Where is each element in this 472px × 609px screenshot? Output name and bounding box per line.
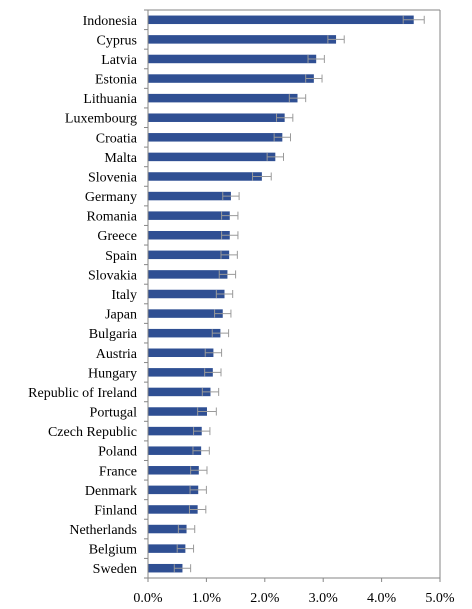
error-bar-sweden	[173, 564, 192, 573]
error-bar-bulgaria	[211, 329, 230, 338]
error-bar-indonesia	[402, 15, 425, 24]
category-label-malta: Malta	[104, 151, 137, 166]
category-label-finland: Finland	[94, 503, 137, 518]
error-bar-lithuania	[288, 94, 307, 103]
category-label-spain: Spain	[105, 249, 137, 264]
error-bar-finland	[188, 505, 207, 514]
bar-bulgaria	[148, 328, 221, 338]
error-bar-romania	[221, 211, 239, 220]
category-label-cyprus: Cyprus	[97, 33, 137, 48]
bar-estonia	[148, 74, 314, 83]
error-bar-spain	[220, 250, 238, 259]
x-tick-label: 3.0%	[309, 591, 339, 606]
error-bar-malta	[266, 152, 284, 161]
category-label-croatia: Croatia	[96, 131, 138, 146]
bar-slovenia	[148, 172, 262, 181]
bar-republic-of-ireland	[148, 387, 211, 397]
x-tick-label: 2.0%	[250, 591, 280, 606]
bar-greece	[148, 230, 230, 240]
category-label-sweden: Sweden	[93, 562, 137, 577]
error-bar-luxembourg	[275, 113, 294, 122]
error-bar-slovakia	[218, 270, 237, 279]
bar-indonesia	[148, 15, 414, 25]
bar-croatia	[148, 133, 283, 142]
bar-france	[148, 466, 199, 475]
error-bar-greece	[221, 231, 239, 240]
error-bar-austria	[204, 348, 223, 357]
bar-luxembourg	[148, 113, 285, 122]
category-label-austria: Austria	[96, 347, 138, 362]
category-label-estonia: Estonia	[95, 73, 138, 88]
error-bar-hungary	[204, 368, 222, 377]
bar-netherlands	[148, 524, 187, 534]
bar-japan	[148, 309, 223, 318]
error-bar-slovenia	[252, 172, 272, 181]
bar-portugal	[148, 407, 207, 416]
bars-layer	[148, 15, 414, 573]
error-bar-japan	[214, 309, 232, 318]
error-bar-denmark	[189, 485, 207, 494]
bar-austria	[148, 348, 214, 358]
error-bar-estonia	[305, 74, 323, 83]
category-label-romania: Romania	[86, 210, 137, 225]
category-label-denmark: Denmark	[85, 484, 137, 499]
error-bar-poland	[192, 446, 210, 455]
bar-poland	[148, 446, 202, 455]
bar-belgium	[148, 544, 186, 553]
category-label-luxembourg: Luxembourg	[65, 112, 137, 127]
category-label-republic-of-ireland: Republic of Ireland	[28, 386, 137, 401]
bar-italy	[148, 289, 225, 299]
category-label-lithuania: Lithuania	[83, 92, 137, 107]
x-axis: 0.0% 1.0% 2.0% 3.0% 4.0% 5.0%	[133, 578, 455, 606]
category-label-indonesia: Indonesia	[83, 14, 138, 29]
error-bar-netherlands	[177, 525, 196, 534]
category-label-france: France	[99, 464, 137, 479]
error-bars-layer	[173, 15, 425, 573]
category-label-portugal: Portugal	[90, 406, 138, 421]
category-label-netherlands: Netherlands	[69, 523, 137, 538]
category-label-greece: Greece	[97, 229, 137, 244]
x-tick-label: 0.0%	[133, 591, 163, 606]
error-bar-latvia	[307, 54, 325, 63]
error-bar-cyprus	[327, 35, 345, 44]
bar-cyprus	[148, 35, 337, 44]
bar-spain	[148, 250, 230, 260]
x-tick-label: 4.0%	[367, 591, 397, 606]
bar-romania	[148, 211, 230, 220]
bar-hungary	[148, 368, 213, 377]
bar-lithuania	[148, 93, 298, 103]
category-label-slovakia: Slovakia	[88, 268, 138, 283]
error-bar-germany	[222, 192, 240, 201]
bar-malta	[148, 152, 276, 162]
plot-frame	[144, 9, 441, 579]
x-tick-label: 1.0%	[192, 591, 222, 606]
category-label-poland: Poland	[98, 445, 137, 460]
category-label-germany: Germany	[85, 190, 137, 205]
bar-germany	[148, 191, 231, 201]
x-tick-label: 5.0%	[425, 591, 455, 606]
category-label-latvia: Latvia	[101, 53, 138, 68]
error-bar-croatia	[273, 133, 291, 142]
error-bar-czech-republic	[193, 427, 211, 436]
bar-czech-republic	[148, 426, 202, 436]
category-label-italy: Italy	[111, 288, 137, 303]
category-label-slovenia: Slovenia	[88, 170, 138, 185]
bar-slovakia	[148, 270, 228, 279]
category-labels-layer: Indonesia Cyprus Latvia Estonia Lithuania Lux…	[28, 14, 138, 577]
category-label-hungary: Hungary	[88, 366, 137, 381]
bar-finland	[148, 505, 198, 514]
error-bar-belgium	[176, 544, 195, 553]
category-label-japan: Japan	[105, 308, 137, 323]
error-bar-italy	[215, 290, 234, 298]
bar-sweden	[148, 563, 183, 573]
bar-latvia	[148, 54, 317, 64]
bar-denmark	[148, 485, 199, 495]
error-bar-portugal	[197, 407, 217, 416]
error-bar-france	[190, 466, 208, 475]
category-label-czech-republic: Czech Republic	[48, 425, 137, 440]
category-label-bulgaria: Bulgaria	[89, 327, 138, 342]
error-bar-republic-of-ireland	[201, 387, 220, 396]
category-label-belgium: Belgium	[89, 543, 137, 558]
